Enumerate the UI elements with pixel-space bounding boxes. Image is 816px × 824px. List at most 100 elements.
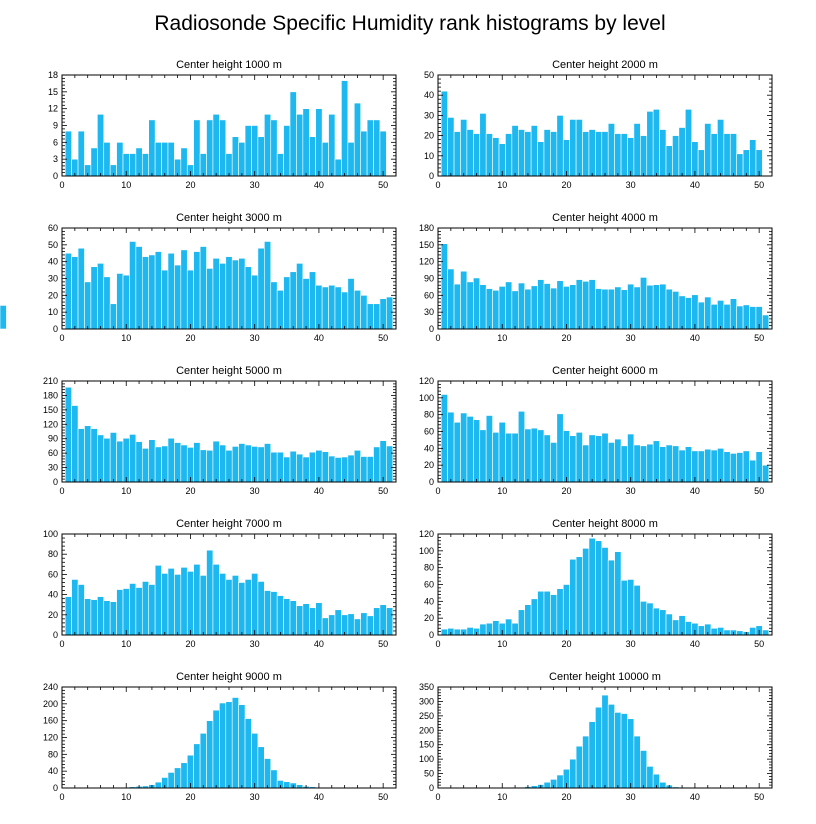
x-tick-label: 30 xyxy=(626,180,636,190)
y-tick-label: 0 xyxy=(429,630,434,640)
x-tick-label: 0 xyxy=(435,333,440,343)
histogram-bar xyxy=(601,547,609,636)
histogram-bar xyxy=(0,305,7,330)
x-tick-label: 40 xyxy=(314,639,324,649)
histogram-bar xyxy=(543,781,551,789)
histogram-bar xyxy=(129,583,137,636)
histogram-bar xyxy=(257,136,265,177)
histogram-bar xyxy=(640,750,648,789)
histogram-bar xyxy=(659,609,667,636)
histogram-bar xyxy=(620,289,628,330)
histogram-bar xyxy=(341,80,349,177)
histogram-bar xyxy=(569,119,577,177)
histogram-bar xyxy=(710,627,718,636)
y-tick-label: 180 xyxy=(419,223,434,233)
y-tick-label: 100 xyxy=(419,546,434,556)
histogram-bar xyxy=(302,456,310,483)
histogram-bar xyxy=(251,125,259,177)
histogram-bar xyxy=(264,758,272,789)
histogram-bar xyxy=(283,456,291,483)
histogram-bar xyxy=(206,549,214,636)
histogram-bar xyxy=(231,446,239,483)
x-tick-label: 10 xyxy=(121,333,131,343)
histogram-bar xyxy=(511,432,519,483)
x-tick-label: 50 xyxy=(378,639,388,649)
histogram-bar xyxy=(569,558,577,636)
histogram-bar xyxy=(704,123,712,177)
y-tick-label: 100 xyxy=(419,754,434,764)
histogram-bar xyxy=(231,259,239,330)
histogram-bar xyxy=(186,447,194,483)
histogram-bar xyxy=(646,284,654,330)
histogram-bar xyxy=(212,709,220,789)
histogram-bar xyxy=(219,263,227,330)
histogram-bar xyxy=(174,767,182,789)
histogram-bar xyxy=(71,579,79,636)
x-tick-label: 40 xyxy=(314,333,324,343)
y-tick-label: 200 xyxy=(419,725,434,735)
y-tick-label: 250 xyxy=(419,711,434,721)
x-tick-label: 0 xyxy=(435,639,440,649)
histogram-bar xyxy=(749,306,757,330)
histogram-bar xyxy=(466,627,474,636)
histogram-bar xyxy=(672,619,680,636)
histogram-bar xyxy=(193,563,201,636)
y-tick-label: 150 xyxy=(43,405,58,415)
histogram-bar xyxy=(704,448,712,483)
histogram-bar xyxy=(633,585,641,636)
histogram-bar xyxy=(569,758,577,789)
y-tick-label: 100 xyxy=(419,393,434,403)
x-tick-label: 20 xyxy=(185,333,195,343)
histogram-bar xyxy=(251,274,259,330)
x-tick-label: 0 xyxy=(59,639,64,649)
y-tick-label: 200 xyxy=(43,699,58,709)
histogram-bar xyxy=(710,449,718,483)
histogram-bar xyxy=(212,440,220,483)
y-tick-label: 30 xyxy=(424,110,434,120)
histogram-bar xyxy=(530,598,538,636)
histogram-bar xyxy=(341,456,349,483)
histogram-bar xyxy=(627,718,635,789)
histogram-bar xyxy=(588,434,596,483)
histogram-bar xyxy=(440,394,448,483)
histogram-bar xyxy=(167,772,175,789)
histogram-bar xyxy=(575,432,583,483)
histogram-bar xyxy=(505,618,513,636)
x-tick-label: 0 xyxy=(435,792,440,802)
histogram-bar xyxy=(729,298,737,330)
histogram-bar xyxy=(84,281,92,330)
histogram-bar xyxy=(206,449,214,483)
y-tick-label: 40 xyxy=(424,90,434,100)
histogram-bar xyxy=(308,271,317,330)
panel-title: Center height 6000 m xyxy=(552,365,658,377)
histogram-bar xyxy=(614,438,622,483)
histogram-bar xyxy=(244,444,252,483)
histogram-bar xyxy=(640,445,648,483)
x-tick-label: 0 xyxy=(435,180,440,190)
histogram-bar xyxy=(180,249,188,330)
histogram-bar xyxy=(640,601,648,636)
y-tick-label: 20 xyxy=(424,460,434,470)
histogram-bar xyxy=(167,142,175,177)
histogram-bar xyxy=(296,263,304,330)
x-tick-label: 30 xyxy=(250,486,260,496)
histogram-bar xyxy=(595,288,603,330)
y-tick-label: 50 xyxy=(424,70,434,80)
histogram-bar xyxy=(479,623,487,636)
histogram-bar xyxy=(672,291,680,330)
histogram-bar xyxy=(530,125,538,177)
histogram-bar xyxy=(360,130,368,177)
histogram-bar xyxy=(460,270,468,330)
histogram-bar xyxy=(347,613,355,636)
x-tick-label: 40 xyxy=(690,639,700,649)
histogram-bar xyxy=(180,567,188,636)
histogram-bar xyxy=(473,133,481,177)
histogram-bar xyxy=(347,278,355,330)
histogram-bar xyxy=(588,129,596,177)
panel-title: Center height 9000 m xyxy=(176,671,282,683)
y-tick-label: 20 xyxy=(48,290,58,300)
y-tick-label: 80 xyxy=(48,749,58,759)
x-tick-label: 40 xyxy=(314,792,324,802)
histogram-bar xyxy=(360,295,368,330)
histogram-bar xyxy=(601,288,609,330)
